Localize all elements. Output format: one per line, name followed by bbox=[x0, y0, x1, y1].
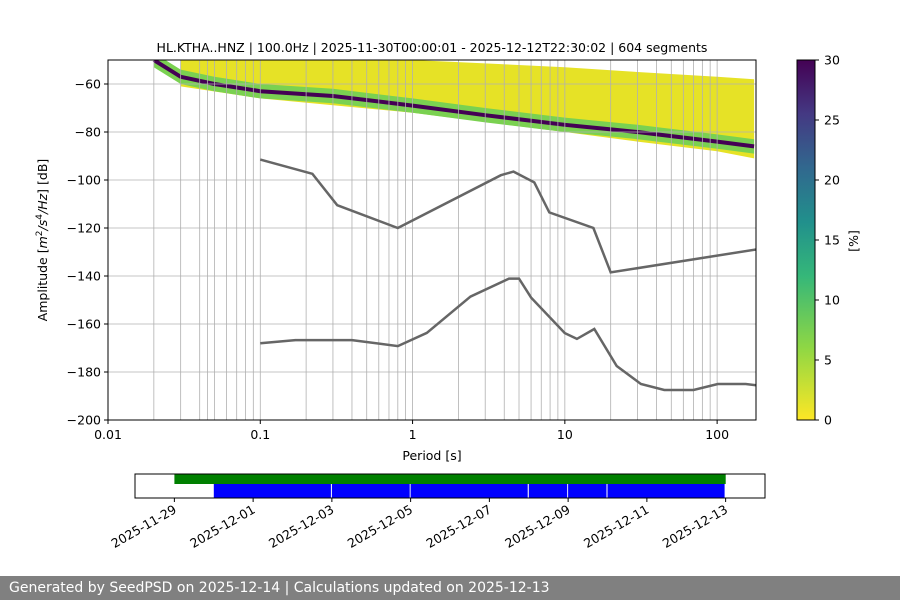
timeline-tick-label: 2025-11-29 bbox=[108, 502, 178, 551]
timeline-bars bbox=[174, 474, 726, 498]
timeline-bar-processed bbox=[568, 484, 607, 498]
timeline-bar-processed bbox=[213, 484, 331, 498]
x-tick-label: 0.1 bbox=[250, 427, 270, 442]
timeline-bar-processed bbox=[331, 484, 410, 498]
x-tick-label: 10 bbox=[557, 427, 573, 442]
timeline-tick-label: 2025-12-03 bbox=[266, 502, 336, 551]
timeline-bar-processed bbox=[528, 484, 568, 498]
y-tick-label: −200 bbox=[67, 413, 101, 428]
grid bbox=[108, 60, 756, 420]
colorbar-tick-label: 30 bbox=[824, 53, 840, 68]
x-axis-label: Period [s] bbox=[402, 448, 461, 463]
colorbar-tick-label: 0 bbox=[824, 413, 832, 428]
x-tick-label: 1 bbox=[409, 427, 417, 442]
y-axis: −60 −80 −100 −120 −140 −160 −180 −200 bbox=[67, 77, 108, 428]
y-tick-label: −160 bbox=[67, 317, 101, 332]
colorbar-label: [%] bbox=[846, 230, 861, 252]
y-tick-label: −80 bbox=[75, 125, 101, 140]
colorbar-tick-label: 10 bbox=[824, 293, 840, 308]
timeline-tick-label: 2025-12-05 bbox=[345, 502, 415, 551]
timeline-tick-label: 2025-12-07 bbox=[423, 502, 493, 551]
colorbar-tick-label: 25 bbox=[824, 113, 840, 128]
colorbar bbox=[796, 59, 816, 421]
colorbar-tick-label: 5 bbox=[824, 353, 832, 368]
x-tick-label: 100 bbox=[705, 427, 729, 442]
colorbar-axis: 0 5 10 15 20 25 30 bbox=[815, 53, 840, 428]
plot-frame bbox=[107, 59, 757, 421]
timeline-bar-processed bbox=[607, 484, 725, 498]
y-axis-label: Amplitude [m2/s4/Hz] [dB] bbox=[35, 159, 50, 322]
timeline-tick-label: 2025-12-01 bbox=[187, 502, 257, 551]
figure: HL.KTHA..HNZ | 100.0Hz | 2025-11-30T00:0… bbox=[35, 40, 861, 551]
y-tick-label: −180 bbox=[67, 365, 101, 380]
x-tick-label: 0.01 bbox=[94, 427, 122, 442]
colorbar-tick-label: 20 bbox=[824, 173, 840, 188]
x-axis: 0.01 0.1 1 10 100 bbox=[94, 420, 729, 442]
timeline-axis: 2025-11-29 2025-12-01 2025-12-03 2025-12-05… bbox=[108, 498, 730, 551]
y-tick-label: −100 bbox=[67, 173, 101, 188]
colorbar-tick-label: 15 bbox=[824, 233, 840, 248]
timeline-tick-label: 2025-12-13 bbox=[660, 502, 730, 551]
y-tick-label: −140 bbox=[67, 269, 101, 284]
timeline-tick-label: 2025-12-09 bbox=[502, 502, 572, 551]
footer: Generated by SeedPSD on 2025-12-14 | Cal… bbox=[0, 576, 900, 600]
timeline-bar-available bbox=[174, 474, 726, 484]
noise-models bbox=[259, 158, 756, 392]
y-tick-label: −60 bbox=[75, 77, 101, 92]
plot-title: HL.KTHA..HNZ | 100.0Hz | 2025-11-30T00:0… bbox=[157, 40, 708, 55]
y-tick-label: −120 bbox=[67, 221, 101, 236]
noise-model-low-line bbox=[260, 277, 756, 392]
timeline-bar-processed bbox=[410, 484, 528, 498]
noise-model-high-line bbox=[259, 158, 756, 274]
timeline-tick-label: 2025-12-11 bbox=[581, 502, 651, 551]
